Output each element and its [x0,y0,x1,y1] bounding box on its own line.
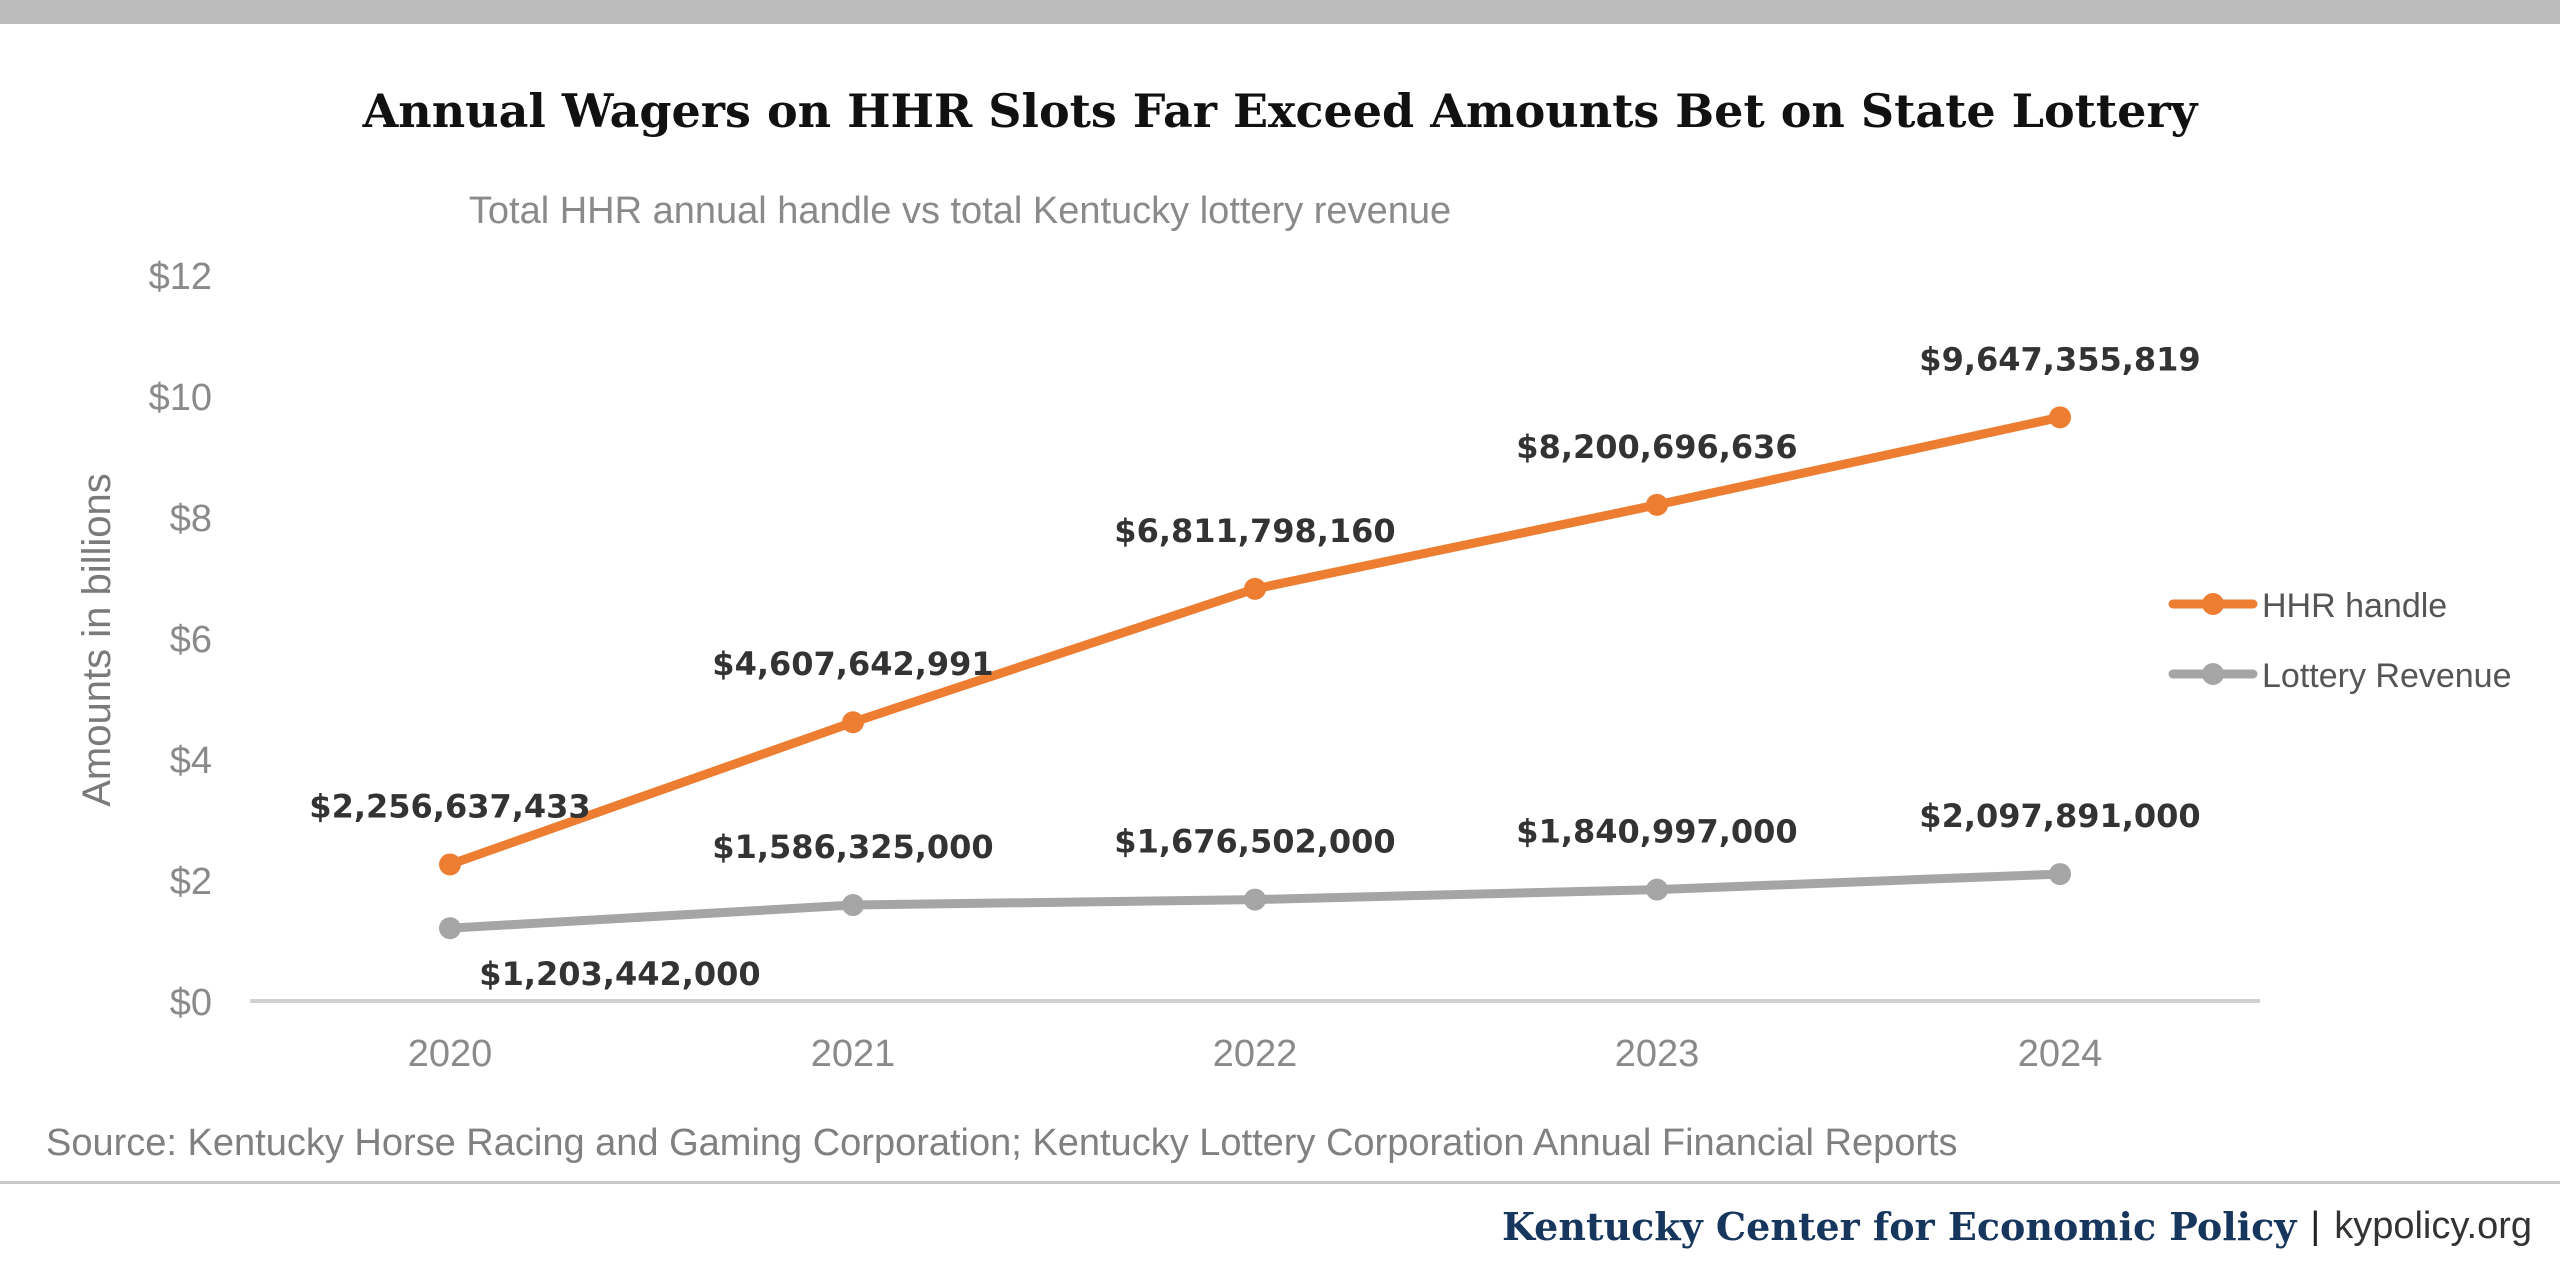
data-point [2049,406,2071,429]
data-point [439,853,461,876]
chart-title: Annual Wagers on HHR Slots Far Exceed Am… [362,84,2198,138]
chart-subtitle: Total HHR annual handle vs total Kentuck… [468,190,1452,232]
y-tick-label: $8 [170,498,212,540]
data-point [842,894,864,917]
y-axis-ticks: $0 $2 $4 $6 $8 $10 $12 [149,256,212,1024]
x-tick-label: 2024 [2018,1033,2103,1075]
top-border-bar [0,0,2560,24]
footer: Kentucky Center for Economic Policy | ky… [1502,1198,2532,1254]
footer-separator: | [2310,1204,2321,1247]
legend: HHR handle Lottery Revenue [2168,587,2512,695]
y-axis-label: Amounts in billions [75,473,119,807]
legend-swatch-marker [2202,593,2224,615]
source-note: Source: Kentucky Horse Racing and Gaming… [46,1122,1958,1164]
y-tick-label: $2 [170,861,212,903]
x-axis-ticks: 2020 2021 2022 2023 2024 [408,1033,2103,1075]
y-tick-label: $10 [149,377,212,419]
data-label: $2,097,891,000 [1919,797,2200,835]
series-hhr-handle: $2,256,637,433 $4,607,642,991 $6,811,798,1… [309,340,2201,876]
x-tick-label: 2023 [1615,1033,1700,1075]
y-tick-label: $6 [170,619,212,661]
legend-item-lottery-revenue: Lottery Revenue [2168,657,2512,695]
series-line [445,412,2065,869]
legend-label: HHR handle [2262,587,2447,625]
data-label: $1,203,442,000 [479,955,760,993]
legend-item-hhr-handle: HHR handle [2168,587,2447,625]
data-label: $9,647,355,819 [1919,340,2200,378]
series-layer: $2,256,637,433 $4,607,642,991 $6,811,798,1… [309,340,2200,993]
footer-divider [0,1181,2560,1184]
y-tick-label: $4 [170,740,212,782]
data-point [439,917,461,940]
data-label: $2,256,637,433 [309,787,590,825]
data-label: $1,586,325,000 [712,828,993,866]
data-point [1646,878,1668,901]
footer-site-link[interactable]: kypolicy.org [2334,1204,2532,1247]
data-point [842,711,864,734]
data-point [1244,577,1266,600]
x-tick-label: 2022 [1213,1033,1298,1075]
x-tick-label: 2020 [408,1033,493,1075]
x-tick-label: 2021 [811,1033,896,1075]
data-label: $4,607,642,991 [712,645,993,683]
series-lottery-revenue: $1,203,442,000 $1,586,325,000 $1,676,502,0… [439,797,2201,993]
data-label: $1,840,997,000 [1516,813,1797,851]
data-label: $1,676,502,000 [1114,823,1395,861]
data-point [1244,888,1266,911]
data-point [1646,493,1668,516]
y-tick-label: $0 [170,982,212,1024]
data-label: $6,811,798,160 [1114,512,1395,550]
legend-swatch-marker [2202,663,2224,685]
data-point [2049,863,2071,886]
footer-org-name: Kentucky Center for Economic Policy [1501,1203,2297,1249]
data-label: $8,200,696,636 [1516,428,1797,466]
legend-label: Lottery Revenue [2262,657,2512,695]
y-tick-label: $12 [149,256,212,298]
